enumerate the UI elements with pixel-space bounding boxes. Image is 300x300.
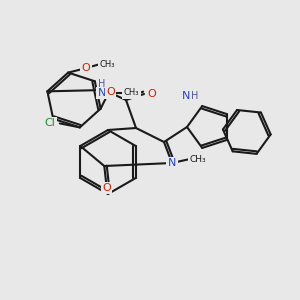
Text: CH₃: CH₃: [190, 154, 206, 164]
Text: Cl: Cl: [44, 118, 55, 128]
Text: O: O: [102, 183, 111, 193]
Text: O: O: [106, 87, 115, 97]
Text: N: N: [98, 88, 106, 98]
Text: O: O: [148, 89, 156, 99]
Text: H: H: [190, 91, 198, 101]
Text: H: H: [98, 79, 106, 89]
Text: O: O: [82, 63, 91, 73]
Text: CH₃: CH₃: [124, 88, 140, 97]
Text: CH₃: CH₃: [99, 60, 115, 69]
Text: N: N: [168, 158, 176, 168]
Text: N: N: [182, 91, 190, 101]
